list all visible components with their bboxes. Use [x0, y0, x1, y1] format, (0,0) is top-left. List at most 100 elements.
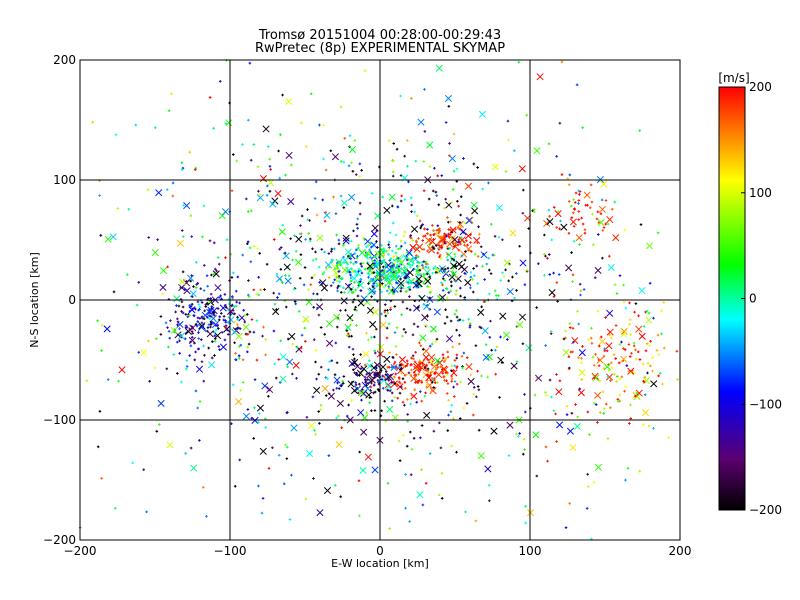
data-point: [359, 353, 362, 356]
data-point: [255, 358, 259, 362]
data-point: [426, 232, 429, 235]
data-point: [204, 303, 208, 306]
data-point: [535, 474, 539, 478]
data-point: [336, 399, 344, 408]
data-point: [343, 291, 346, 294]
data-point: [451, 188, 455, 191]
data-point: [416, 325, 420, 328]
data-point: [381, 195, 385, 199]
data-point: [176, 317, 179, 321]
data-point: [459, 213, 462, 217]
data-point: [441, 283, 444, 287]
data-point: [316, 306, 319, 310]
data-point: [243, 320, 247, 324]
data-point: [311, 395, 315, 399]
data-point: [279, 268, 283, 271]
data-point: [193, 358, 197, 362]
data-point: [408, 235, 412, 239]
data-point: [426, 383, 429, 386]
data-point: [388, 389, 392, 393]
data-point: [145, 510, 148, 514]
data-point: [206, 284, 209, 288]
data-point: [256, 194, 264, 202]
data-point: [651, 356, 654, 360]
data-point: [261, 497, 265, 500]
data-point: [178, 327, 181, 331]
data-point: [259, 174, 268, 183]
data-point: [298, 276, 302, 280]
data-point: [371, 466, 379, 474]
data-point: [366, 382, 370, 385]
data-point: [284, 173, 287, 177]
data-point: [391, 249, 394, 253]
data-point: [455, 366, 459, 370]
data-point: [368, 359, 371, 363]
data-point: [601, 390, 605, 394]
data-point: [259, 288, 262, 292]
data-point: [167, 109, 171, 113]
data-point: [571, 280, 574, 283]
data-point: [488, 335, 492, 339]
data-point: [627, 367, 635, 375]
data-point: [533, 147, 541, 155]
data-point: [155, 337, 158, 340]
data-point: [353, 252, 357, 256]
data-point: [239, 389, 242, 392]
data-point: [524, 505, 528, 508]
data-point: [470, 201, 478, 209]
data-point: [386, 482, 390, 485]
data-point: [339, 105, 343, 109]
data-point: [335, 264, 339, 268]
data-point: [194, 307, 197, 311]
data-point: [190, 336, 194, 339]
data-point: [408, 266, 412, 269]
data-point: [384, 263, 388, 267]
data-point: [459, 195, 463, 198]
data-point: [652, 316, 655, 320]
data-point: [605, 373, 614, 381]
data-point: [426, 228, 429, 231]
data-point: [413, 245, 421, 253]
data-point: [517, 435, 520, 438]
data-point: [380, 243, 383, 247]
data-point: [592, 374, 600, 382]
data-point: [481, 187, 485, 191]
data-point: [329, 149, 333, 153]
data-point: [256, 165, 260, 168]
data-point: [248, 330, 252, 334]
data-point: [455, 167, 459, 171]
data-point: [166, 326, 169, 329]
data-point: [543, 219, 551, 228]
data-point: [218, 212, 226, 220]
data-point: [399, 239, 403, 243]
data-point: [363, 69, 367, 73]
data-point: [137, 351, 141, 354]
data-point: [181, 311, 185, 315]
data-point: [474, 344, 478, 347]
data-point: [533, 393, 537, 397]
data-point: [222, 315, 226, 318]
data-point: [455, 450, 458, 454]
data-point: [313, 429, 316, 432]
data-point: [444, 121, 448, 124]
data-point: [294, 258, 303, 266]
data-point: [450, 403, 454, 407]
data-point: [597, 364, 601, 367]
data-point: [363, 375, 367, 379]
data-point: [572, 225, 576, 228]
data-point: [327, 276, 331, 279]
data-point: [604, 222, 607, 226]
data-point: [335, 325, 339, 329]
data-point: [447, 105, 451, 108]
data-point: [564, 329, 567, 333]
data-point: [634, 348, 637, 352]
data-point: [235, 159, 238, 163]
data-point: [269, 168, 272, 171]
data-point: [387, 243, 390, 247]
data-point: [247, 342, 251, 346]
data-point: [396, 396, 400, 400]
data-point: [195, 365, 204, 373]
data-point: [256, 404, 264, 412]
data-point: [412, 268, 415, 271]
data-point: [413, 304, 421, 312]
